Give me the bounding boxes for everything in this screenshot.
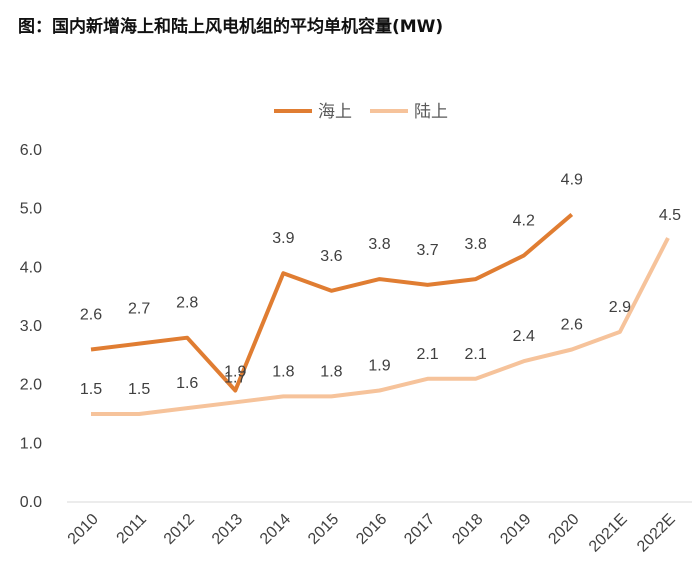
data-label: 3.6 bbox=[320, 248, 342, 265]
data-label: 1.5 bbox=[80, 381, 102, 398]
x-axis: 2010 2011 2012 2013 2014 2015 2016 2017 2018 2019… bbox=[65, 501, 692, 556]
data-label: 2.7 bbox=[128, 301, 150, 318]
x-tick-label: 2018 bbox=[449, 511, 486, 548]
data-label: 2.6 bbox=[80, 306, 102, 323]
data-label: 1.6 bbox=[176, 375, 198, 392]
data-label: 4.9 bbox=[561, 172, 583, 189]
x-tick-label: 2013 bbox=[209, 511, 246, 548]
legend-label: 海上 bbox=[318, 102, 352, 122]
data-label: 3.7 bbox=[416, 242, 438, 259]
data-label: 3.9 bbox=[272, 230, 294, 247]
data-label: 1.8 bbox=[272, 363, 294, 380]
data-labels: 2.6 2.7 2.8 1.9 3.9 3.6 3.8 3.7 3.8 4.2 4.9 1.5 1.5 1… bbox=[80, 172, 681, 398]
y-tick-label: 1.0 bbox=[20, 435, 42, 452]
y-tick-label: 5.0 bbox=[20, 201, 42, 218]
legend-label: 陆上 bbox=[414, 102, 448, 122]
data-label: 2.6 bbox=[561, 316, 583, 333]
data-label: 1.9 bbox=[224, 364, 246, 381]
data-label: 2.9 bbox=[609, 299, 631, 316]
data-label: 2.4 bbox=[513, 328, 535, 345]
legend: 海上 陆上 bbox=[274, 102, 448, 122]
x-tick-label: 2022E bbox=[634, 511, 679, 556]
x-tick-label: 2014 bbox=[257, 511, 294, 548]
x-tick-label: 2017 bbox=[401, 511, 438, 548]
y-axis: 0.0 1.0 2.0 3.0 4.0 5.0 6.0 bbox=[20, 142, 42, 511]
data-label: 1.5 bbox=[128, 381, 150, 398]
x-tick-label: 2016 bbox=[353, 511, 390, 548]
chart-title: 图：国内新增海上和陆上风电机组的平均单机容量(MW) bbox=[18, 17, 444, 37]
data-label: 1.8 bbox=[320, 363, 342, 380]
x-tick-label: 2015 bbox=[305, 511, 342, 548]
x-tick-label: 2011 bbox=[114, 511, 150, 547]
x-tick-label: 2021E bbox=[586, 511, 631, 556]
data-label: 2.8 bbox=[176, 295, 198, 312]
series-line-0 bbox=[90, 212, 574, 393]
y-tick-label: 6.0 bbox=[20, 142, 42, 159]
data-label: 3.8 bbox=[465, 236, 487, 253]
y-tick-label: 2.0 bbox=[20, 377, 42, 394]
x-tick-label: 2010 bbox=[65, 511, 102, 548]
data-label: 2.1 bbox=[416, 346, 438, 363]
data-label: 1.9 bbox=[368, 358, 390, 375]
data-label: 4.2 bbox=[513, 213, 535, 230]
series-lines bbox=[90, 212, 670, 416]
x-tick-label: 2020 bbox=[545, 511, 582, 548]
data-label: 2.1 bbox=[465, 346, 487, 363]
x-tick-label: 2012 bbox=[161, 511, 198, 548]
series-line-1 bbox=[91, 237, 670, 416]
y-tick-label: 4.0 bbox=[20, 259, 42, 276]
x-tick-label: 2019 bbox=[497, 511, 534, 548]
data-label: 4.5 bbox=[659, 207, 681, 224]
y-tick-label: 0.0 bbox=[20, 494, 42, 511]
data-label: 1.7 bbox=[224, 369, 246, 386]
y-tick-label: 3.0 bbox=[20, 318, 42, 335]
data-label: 3.8 bbox=[368, 236, 390, 253]
